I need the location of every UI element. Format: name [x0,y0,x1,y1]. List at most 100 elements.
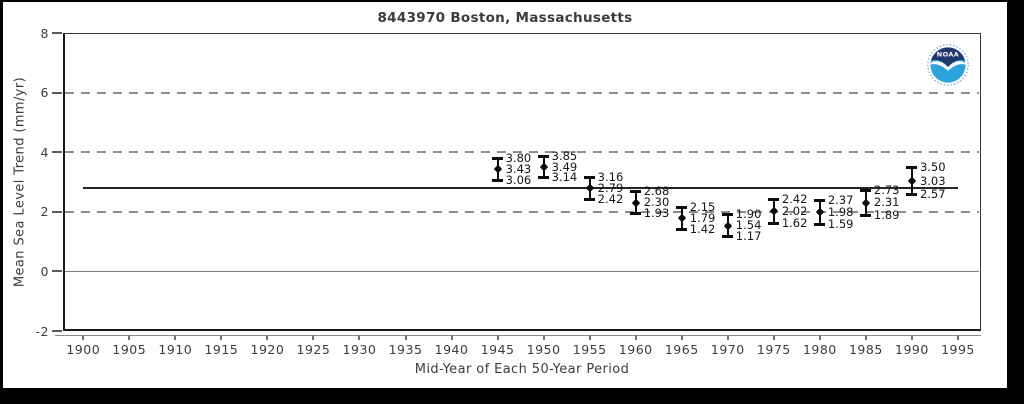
x-tick-label: 1900 [66,342,101,357]
value-label-upper: 2.68 [643,184,670,199]
x-axis-label: Mid-Year of Each 50-Year Period [414,362,630,377]
y-tick-label: -2 [35,323,49,339]
value-label-mean: 3.49 [551,159,578,174]
x-tick [910,335,913,340]
value-label-lower: 1.17 [735,229,762,244]
x-tick [542,335,545,340]
x-tick-label: 1970 [710,342,745,357]
x-tick-label: 1960 [618,342,653,357]
x-tick-label: 1935 [388,342,423,357]
error-bar-cap-bottom [630,212,642,216]
x-tick [726,335,729,340]
y-tick [52,270,62,273]
error-bar-cap-bottom [676,227,688,231]
value-label-mean: 3.03 [919,173,946,188]
value-label-upper: 2.42 [781,191,808,206]
value-label-mean: 2.30 [643,195,670,210]
x-tick-label: 1955 [572,342,607,357]
value-label-upper: 1.90 [735,207,762,222]
x-tick [82,335,85,340]
y-tick [52,91,62,94]
error-bar-cap-top [584,175,596,179]
value-label-lower: 2.42 [597,191,624,206]
x-tick-label: 1940 [434,342,469,357]
value-label-mean: 1.98 [827,204,854,219]
y-tick-label: 6 [40,85,49,101]
value-label-upper: 2.15 [689,199,716,214]
value-label-upper: 3.50 [919,159,946,174]
x-axis-baseline [55,335,981,336]
error-bar-cap-bottom [814,222,826,226]
y-tick [52,330,62,332]
x-tick-label: 1995 [941,342,975,357]
error-bar-cap-bottom [768,221,780,225]
value-label-mean: 2.02 [781,203,808,218]
x-tick [634,335,637,340]
value-label-lower: 1.42 [689,221,716,236]
value-label-upper: 3.85 [551,149,578,164]
x-tick-label: 1990 [895,342,929,357]
gridline-dashed [65,210,979,213]
x-tick [266,335,269,340]
plot-area [63,33,981,331]
error-bar-cap-top [676,205,688,209]
value-label-lower: 1.59 [827,216,854,231]
x-tick [358,335,361,340]
x-tick-label: 1950 [526,342,561,357]
x-tick-label: 1985 [848,342,883,357]
error-bar-cap-bottom [584,197,596,201]
value-label-upper: 3.16 [597,169,624,184]
x-tick [772,335,775,340]
y-tick-label: 4 [40,144,49,160]
error-bar-cap-top [814,199,826,203]
x-tick [174,335,177,340]
chart-title: 8443970 Boston, Massachusetts [377,10,633,26]
noaa-logo-icon: NOAA [925,42,971,88]
x-tick [220,335,223,340]
value-label-lower: 1.62 [781,215,808,230]
x-tick [818,335,821,340]
value-label-mean: 1.54 [735,218,762,232]
x-tick [956,335,959,340]
x-tick-label: 1905 [112,342,147,357]
error-bar-cap-top [906,165,918,169]
x-tick [680,335,683,340]
y-tick-label: 0 [40,263,49,279]
x-tick-label: 1980 [802,342,837,357]
error-bar-cap-bottom [538,176,550,180]
value-label-lower: 3.06 [505,172,532,187]
value-label-mean: 3.43 [505,161,532,176]
x-tick-label: 1965 [664,342,699,357]
value-label-upper: 3.80 [505,150,532,165]
noaa-logo-text: NOAA [937,50,959,58]
error-bar-cap-bottom [906,193,918,197]
x-tick [496,335,499,340]
value-label-mean: 2.31 [873,195,900,210]
error-bar-cap-bottom [722,235,734,239]
x-tick-label: 1945 [480,342,515,357]
value-label-mean: 2.79 [597,180,624,195]
error-bar-cap-top [722,213,734,217]
x-tick [864,335,867,340]
chart-canvas: 8443970 Boston, Massachusetts Mean Sea L… [3,2,1007,388]
value-label-upper: 2.73 [873,182,900,197]
x-tick [450,335,453,340]
error-bar-cap-top [492,156,504,160]
error-bar-cap-top [768,197,780,201]
error-bar-cap-bottom [492,178,504,182]
x-tick-label: 1920 [250,342,285,357]
error-bar-cap-top [860,188,872,192]
value-label-lower: 1.89 [873,207,900,222]
x-tick-label: 1915 [204,342,239,357]
trend-reference-line [83,186,958,189]
y-tick [52,151,62,154]
x-tick-label: 1925 [296,342,331,357]
error-bar-cap-bottom [860,213,872,217]
value-label-lower: 1.93 [643,206,670,221]
value-label-mean: 1.79 [689,210,716,225]
x-tick-label: 1930 [342,342,377,357]
error-bar-cap-top [630,190,642,194]
x-tick [404,335,407,340]
value-label-lower: 3.14 [551,170,578,185]
gridline-dashed [65,151,979,154]
